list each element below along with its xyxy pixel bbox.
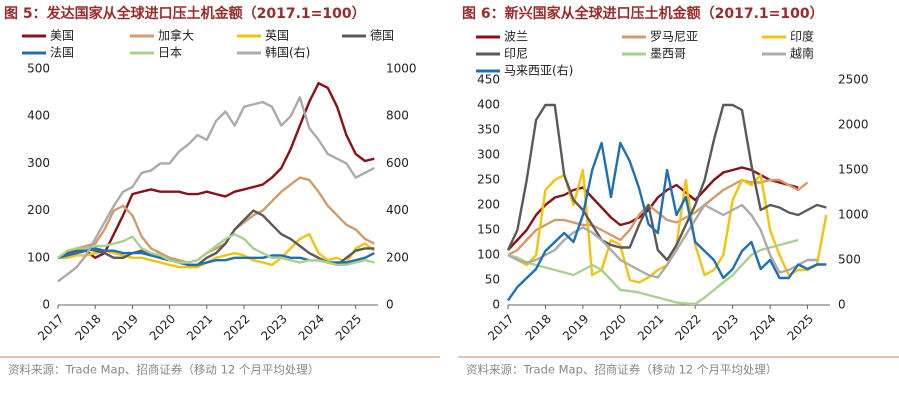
x-tick-label: 2019 <box>110 312 141 343</box>
y2-tick-label: 1000 <box>386 62 417 76</box>
y-tick-label: 150 <box>477 223 500 237</box>
series-line <box>57 82 375 259</box>
x-tick-label: 2019 <box>560 312 591 343</box>
legend-label: 马来西亚(右) <box>504 63 573 78</box>
y2-tick-label: 600 <box>386 156 409 170</box>
x-tick-label: 2021 <box>184 312 215 343</box>
x-tick-label: 2018 <box>523 312 554 343</box>
y-tick-label: 250 <box>477 173 500 187</box>
legend-label: 法国 <box>50 46 74 60</box>
x-tick-label: 2024 <box>296 312 327 343</box>
series-line <box>57 209 375 267</box>
chart-title: 图 6：新兴国家从全球进口压土机金额（2017.1=100） <box>462 5 824 22</box>
x-tick-label: 2017 <box>485 312 516 343</box>
y-tick-label: 400 <box>27 109 50 123</box>
series-line <box>57 176 375 264</box>
series-line <box>507 238 799 306</box>
y2-tick-label: 1500 <box>838 163 869 177</box>
series-line <box>506 103 827 262</box>
series-line <box>57 96 375 283</box>
x-tick-label: 2020 <box>147 312 178 343</box>
legend-label: 印尼 <box>504 47 528 61</box>
x-tick-label: 2024 <box>747 312 778 343</box>
source-note: 资料来源：Trade Map、招商证券（移动 12 个月平均处理） <box>466 363 777 377</box>
x-tick-label: 2021 <box>635 312 666 343</box>
series-line <box>58 233 376 269</box>
source-note: 资料来源：Trade Map、招商证券（移动 12 个月平均处理） <box>8 363 319 377</box>
y-tick-label: 300 <box>27 156 50 170</box>
y2-tick-label: 500 <box>838 253 861 267</box>
chart-title: 图 5：发达国家从全球进口压土机金额（2017.1=100） <box>4 5 366 22</box>
y2-tick-label: 2000 <box>838 118 869 132</box>
legend-label: 越南 <box>790 46 814 61</box>
x-tick-label: 2023 <box>258 312 289 343</box>
x-tick-label: 2025 <box>333 312 364 343</box>
y2-tick-label: 200 <box>386 250 409 264</box>
legend-label: 德国 <box>370 28 394 43</box>
legend-label: 韩国(右) <box>265 45 310 60</box>
y-tick-label: 200 <box>27 203 50 217</box>
x-tick-label: 2020 <box>597 312 628 343</box>
legend-label: 罗马尼亚 <box>650 30 698 44</box>
x-tick-label: 2025 <box>785 312 816 343</box>
series-line <box>507 166 799 251</box>
legend-label: 日本 <box>158 46 182 60</box>
x-tick-label: 2023 <box>710 312 741 343</box>
legend-label: 英国 <box>265 29 289 43</box>
series-line <box>507 141 827 302</box>
series-line <box>57 233 375 267</box>
series-line <box>507 178 809 257</box>
legend-label: 波兰 <box>504 30 528 44</box>
x-tick-label: 2022 <box>672 312 703 343</box>
y2-tick-label: 800 <box>386 109 409 123</box>
series-line <box>507 203 817 279</box>
x-tick-label: 2018 <box>72 312 103 343</box>
legend-label: 墨西哥 <box>650 47 686 61</box>
y-tick-label: 100 <box>27 250 50 264</box>
y-tick-label: 200 <box>477 198 500 212</box>
y-tick-label: 300 <box>477 148 500 162</box>
y-tick-label: 100 <box>477 248 500 262</box>
y-tick-label: 0 <box>492 298 500 312</box>
y-tick-label: 350 <box>477 123 500 137</box>
legend-label: 美国 <box>50 29 74 43</box>
y-tick-label: 400 <box>477 98 500 112</box>
y2-tick-label: 2500 <box>838 73 869 87</box>
x-tick-label: 2017 <box>35 312 66 343</box>
y2-tick-label: 0 <box>838 298 846 312</box>
x-tick-label: 2022 <box>221 312 252 343</box>
y2-tick-label: 0 <box>386 298 394 312</box>
y-tick-label: 50 <box>485 273 500 287</box>
y-tick-label: 500 <box>27 62 50 76</box>
y2-tick-label: 1000 <box>838 208 869 222</box>
y-tick-label: 450 <box>477 73 500 87</box>
legend-label: 加拿大 <box>158 28 194 43</box>
y-tick-label: 0 <box>42 298 50 312</box>
y2-tick-label: 400 <box>386 203 409 217</box>
legend-label: 印度 <box>790 29 814 44</box>
